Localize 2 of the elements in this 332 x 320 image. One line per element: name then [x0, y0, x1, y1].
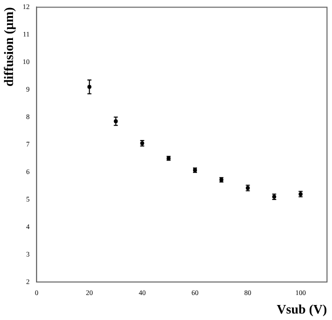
y-axis-title: diffusion (µm)	[1, 7, 16, 87]
x-axis-title: Vsub (V)	[276, 302, 327, 317]
